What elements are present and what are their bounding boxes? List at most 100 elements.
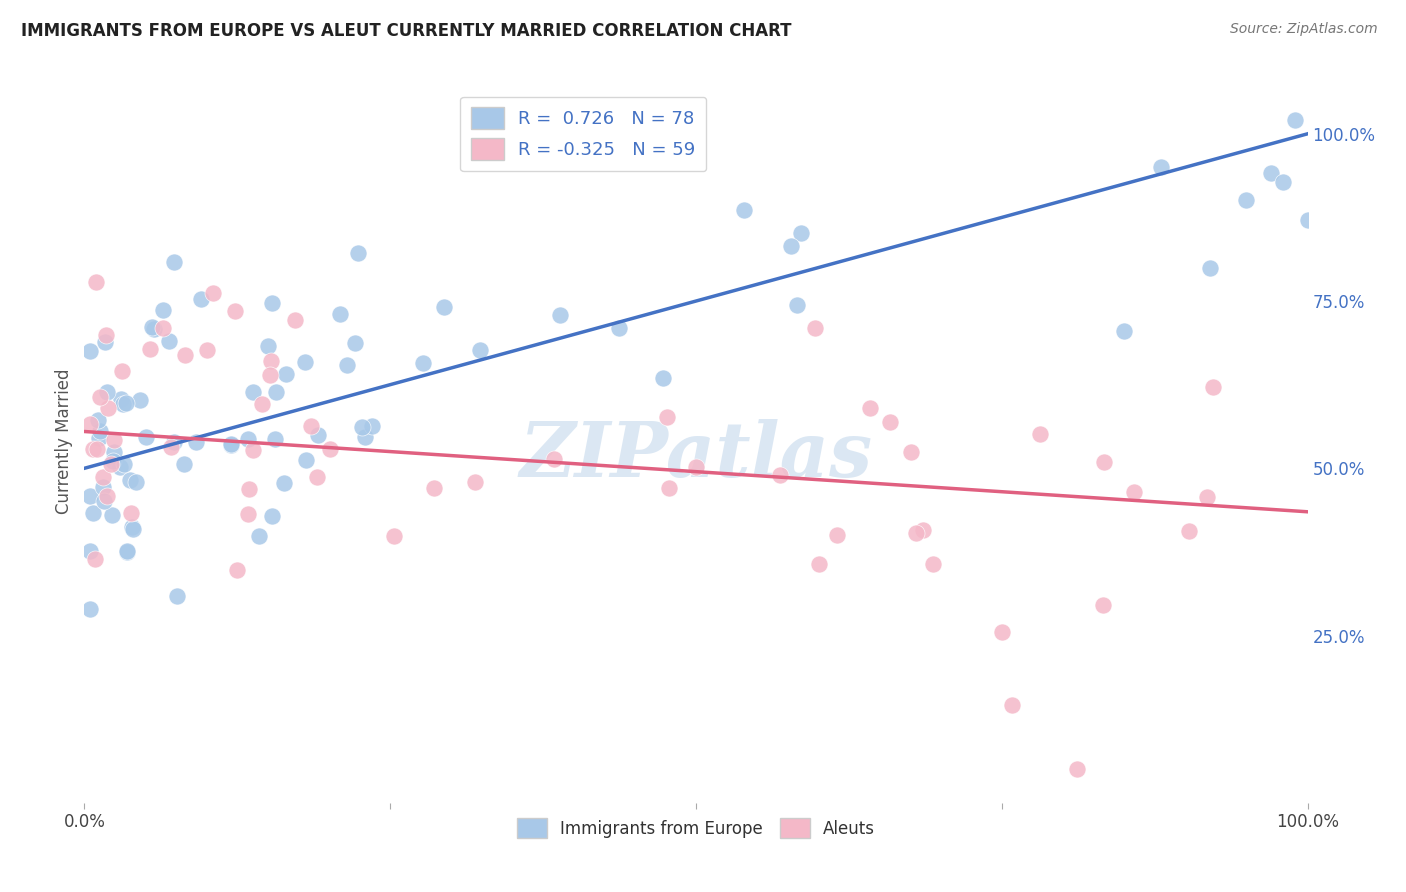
Point xyxy=(247,529,270,543)
Point xyxy=(86,442,108,456)
Point xyxy=(263,433,285,447)
Text: Source: ZipAtlas.com: Source: ZipAtlas.com xyxy=(1230,22,1378,37)
Point xyxy=(152,321,174,335)
Point xyxy=(96,385,118,400)
Point xyxy=(328,307,350,321)
Point xyxy=(295,452,318,467)
Point xyxy=(103,433,125,447)
Point xyxy=(464,475,486,489)
Point xyxy=(79,489,101,503)
Point xyxy=(135,430,157,444)
Point xyxy=(163,435,186,450)
Point xyxy=(236,432,259,446)
Point xyxy=(264,384,287,399)
Point xyxy=(1296,213,1319,227)
Point xyxy=(905,526,928,541)
Text: ZIPatlas: ZIPatlas xyxy=(519,419,873,493)
Point xyxy=(221,438,243,452)
Point xyxy=(433,300,456,314)
Point xyxy=(91,469,114,483)
Point xyxy=(827,528,849,542)
Point xyxy=(1028,427,1050,442)
Point xyxy=(335,358,357,372)
Point xyxy=(991,624,1014,639)
Point xyxy=(1066,762,1088,776)
Point xyxy=(352,419,374,434)
Point xyxy=(548,309,571,323)
Y-axis label: Currently Married: Currently Married xyxy=(55,368,73,515)
Point xyxy=(468,343,491,357)
Point xyxy=(89,424,111,438)
Point xyxy=(115,545,138,559)
Point xyxy=(305,470,328,484)
Point xyxy=(685,459,707,474)
Point xyxy=(184,435,207,450)
Point xyxy=(733,203,755,218)
Point xyxy=(174,348,197,362)
Point xyxy=(347,246,370,260)
Point xyxy=(84,275,107,289)
Point xyxy=(100,457,122,471)
Point xyxy=(79,417,101,431)
Point xyxy=(382,529,405,543)
Point xyxy=(110,392,132,407)
Point xyxy=(219,437,242,451)
Point xyxy=(250,397,273,411)
Point xyxy=(786,298,808,312)
Point xyxy=(354,430,377,444)
Text: IMMIGRANTS FROM EUROPE VS ALEUT CURRENTLY MARRIED CORRELATION CHART: IMMIGRANTS FROM EUROPE VS ALEUT CURRENTL… xyxy=(21,22,792,40)
Point xyxy=(79,602,101,616)
Point xyxy=(1284,113,1306,128)
Point xyxy=(318,442,340,456)
Point xyxy=(1272,175,1295,189)
Point xyxy=(922,557,945,571)
Point xyxy=(1114,324,1136,338)
Point xyxy=(141,320,163,334)
Point xyxy=(111,397,134,411)
Point xyxy=(125,475,148,489)
Point xyxy=(79,544,101,558)
Point xyxy=(911,523,934,537)
Point xyxy=(1092,455,1115,469)
Point xyxy=(142,322,165,336)
Point xyxy=(859,401,882,415)
Point xyxy=(1201,380,1223,394)
Point xyxy=(115,544,138,558)
Point xyxy=(101,508,124,522)
Point xyxy=(242,443,264,458)
Point xyxy=(82,506,104,520)
Point xyxy=(262,508,284,523)
Point xyxy=(83,552,105,566)
Point xyxy=(256,339,278,353)
Point xyxy=(283,313,305,327)
Point xyxy=(259,368,281,382)
Point xyxy=(79,344,101,359)
Point xyxy=(121,520,143,534)
Point xyxy=(225,563,247,577)
Point xyxy=(202,286,225,301)
Point xyxy=(1123,484,1146,499)
Point xyxy=(159,440,181,454)
Point xyxy=(1236,193,1258,207)
Point xyxy=(299,418,322,433)
Point xyxy=(307,428,329,442)
Point xyxy=(343,336,366,351)
Point xyxy=(879,415,901,429)
Point xyxy=(1092,598,1115,612)
Point xyxy=(87,413,110,427)
Point xyxy=(1178,524,1201,539)
Point xyxy=(157,334,180,348)
Point xyxy=(657,410,679,425)
Point xyxy=(94,334,117,349)
Legend: Immigrants from Europe, Aleuts: Immigrants from Europe, Aleuts xyxy=(510,812,882,845)
Point xyxy=(173,457,195,471)
Point xyxy=(166,589,188,603)
Point xyxy=(118,473,141,487)
Point xyxy=(260,295,283,310)
Point xyxy=(190,292,212,306)
Point xyxy=(412,356,434,370)
Point xyxy=(97,401,120,415)
Point xyxy=(195,343,218,358)
Point xyxy=(96,489,118,503)
Point xyxy=(652,371,675,385)
